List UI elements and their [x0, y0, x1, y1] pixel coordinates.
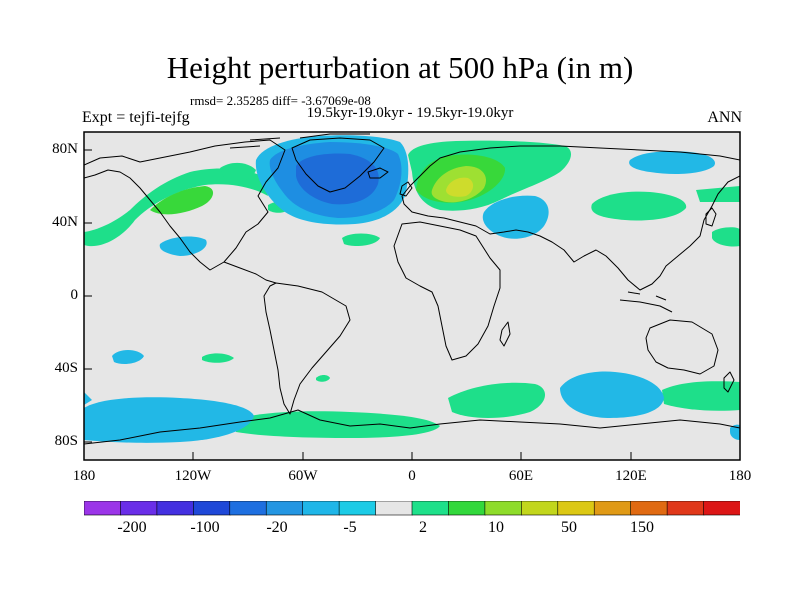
south-pacific-green — [662, 381, 740, 411]
colorbar-swatch-0 — [84, 501, 122, 516]
lat-label-80s: 80S — [54, 433, 78, 449]
lon-label-60e: 60E — [508, 468, 534, 484]
north-pacific-east-green — [591, 191, 687, 221]
lon-label-0: 0 — [408, 468, 416, 484]
arctic-islands-coast — [229, 133, 370, 149]
west-pacific-green — [712, 227, 740, 247]
colorbar-label-neg200: -200 — [117, 519, 147, 536]
colorbar-swatch-3 — [193, 501, 231, 516]
new-zealand-coast — [723, 371, 735, 393]
eurasia-yellow-core — [446, 177, 474, 197]
coastlines — [84, 133, 740, 445]
lon-label-60w: 60W — [288, 468, 318, 484]
south-america-coast — [263, 282, 351, 415]
british-isles-coast — [399, 181, 413, 197]
colorbar-label-150: 150 — [630, 519, 654, 536]
africa-coast — [393, 221, 501, 361]
lon-label-180w: 180 — [72, 468, 96, 484]
lat-label-40s: 40S — [54, 360, 78, 376]
map-area — [84, 132, 740, 460]
colorbar-label-2: 2 — [419, 519, 427, 536]
colorbar-label-neg5: -5 — [343, 519, 357, 536]
colorbar-swatch-14 — [593, 501, 632, 516]
indonesia-coast — [619, 291, 673, 313]
colorbar-swatch-17 — [703, 501, 740, 516]
colorbar-swatch-5 — [265, 501, 304, 516]
north-atlantic-blue-core — [296, 153, 379, 205]
north-pacific-bright-green — [150, 186, 214, 215]
central-asia-blue — [482, 195, 549, 239]
iceland-coast — [367, 167, 389, 179]
colorbar-label-10: 10 — [488, 519, 504, 536]
colorbar-swatch-1 — [120, 501, 158, 516]
statistics-line: rmsd= 2.35285 diff= -3.67069e-08 — [190, 93, 371, 108]
antarctica-coast — [84, 409, 740, 445]
madagascar-coast — [499, 321, 511, 347]
southern-ocean-green — [232, 411, 440, 438]
lon-label-120e: 120E — [615, 468, 647, 484]
south-atlantic-small-green — [316, 375, 330, 382]
lon-label-180e: 180 — [728, 468, 752, 484]
atlantic-green — [342, 233, 380, 246]
greenland-coast — [291, 137, 385, 193]
colorbar-label-neg20: -20 — [266, 519, 288, 536]
pacific-blue — [629, 151, 715, 174]
colorbar-swatch-11 — [484, 501, 523, 516]
south-indian-green — [448, 382, 546, 418]
australia-coast — [645, 319, 719, 375]
north-america-coast — [84, 139, 286, 271]
colorbar-swatch-4 — [229, 501, 268, 516]
axis-ticks — [83, 149, 741, 460]
colorbar-label-neg100: -100 — [190, 519, 220, 536]
colorbar-swatch-10 — [448, 501, 486, 516]
colorbar-swatch-16 — [666, 501, 705, 516]
colorbar-swatch-2 — [156, 501, 195, 516]
far-south-pacific-blue — [730, 424, 740, 440]
colorbar — [84, 501, 740, 516]
southern-ocean-blue — [84, 392, 92, 405]
experiment-label: Expt = tejfi-tejfg — [82, 109, 190, 126]
central-america-coast — [223, 261, 277, 284]
colorbar-swatch-6 — [302, 501, 340, 516]
season-label: ANN — [707, 109, 742, 126]
south-atlantic-green — [202, 353, 234, 363]
green-patch-northwest — [220, 162, 256, 182]
eurasia-coast — [401, 145, 740, 291]
colorbar-swatch-12 — [521, 501, 559, 516]
lat-label-80n: 80N — [52, 141, 78, 157]
lat-label-equator: 0 — [70, 287, 79, 303]
indian-ocean-blue — [560, 371, 664, 418]
colorbar-swatch-7 — [338, 501, 377, 516]
japan-coast — [705, 207, 717, 227]
south-pacific-blue — [112, 350, 144, 364]
colorbar-label-50: 50 — [561, 519, 577, 536]
plot-title: Height perturbation at 500 hPa (in m) — [166, 50, 634, 85]
period-subtitle: 19.5kyr-19.0kyr - 19.5kyr-19.0kyr — [306, 105, 514, 121]
colorbar-swatch-13 — [557, 501, 596, 516]
southern-ocean-west-blue — [84, 397, 254, 443]
lon-label-120w: 120W — [174, 468, 212, 484]
colorbar-swatch-9 — [411, 501, 450, 516]
lat-label-40n: 40N — [52, 214, 78, 230]
east-pacific-blue — [159, 236, 207, 256]
colorbar-swatch-8 — [375, 501, 413, 516]
colorbar-swatch-15 — [630, 501, 668, 516]
